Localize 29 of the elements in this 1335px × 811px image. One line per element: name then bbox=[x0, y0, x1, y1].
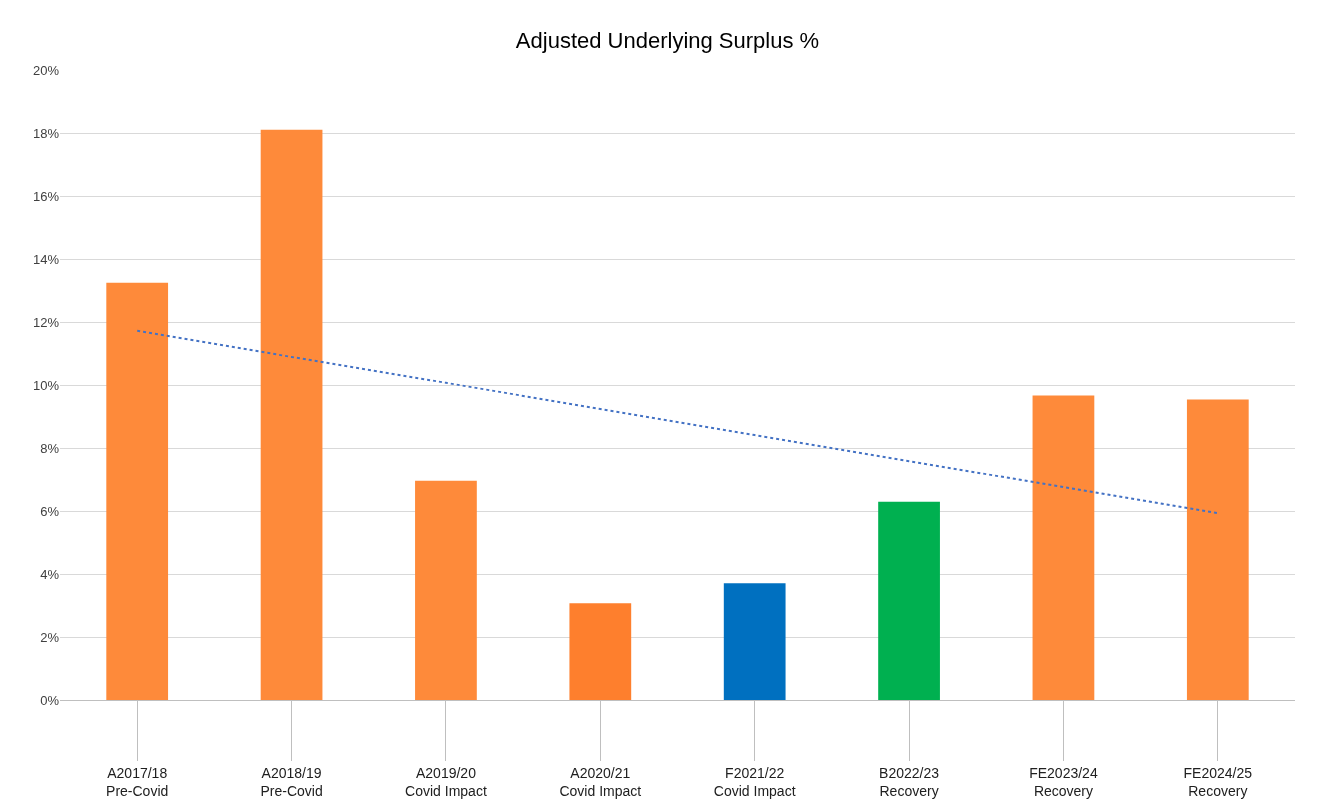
y-tick-label: 20% bbox=[32, 62, 60, 78]
y-tick-label: 16% bbox=[32, 188, 60, 204]
y-tick-label: 8% bbox=[40, 440, 60, 456]
y-tick-label: 6% bbox=[40, 503, 60, 519]
bar bbox=[1032, 395, 1095, 700]
x-tick-label: FE2024/25 Recovery bbox=[1183, 764, 1253, 799]
x-tick-label: FE2023/24 Recovery bbox=[1029, 764, 1098, 799]
x-tick-label: A2019/20 Covid Impact bbox=[405, 764, 487, 799]
y-tick-label: 4% bbox=[40, 566, 60, 582]
chart-title: Adjusted Underlying Surplus % bbox=[515, 27, 820, 53]
bar bbox=[260, 129, 323, 700]
x-tick-label: B2022/23 Recovery bbox=[879, 764, 940, 799]
x-tick-label: A2017/18 Pre-Covid bbox=[106, 764, 169, 799]
y-tick-label: 2% bbox=[40, 629, 60, 645]
bar bbox=[569, 603, 632, 700]
x-tick-label: A2020/21 Covid Impact bbox=[559, 764, 642, 799]
bar bbox=[1186, 399, 1249, 700]
bar bbox=[878, 501, 940, 700]
bar bbox=[415, 480, 477, 700]
y-tick-label: 0% bbox=[40, 692, 60, 708]
y-tick-label: 10% bbox=[32, 377, 60, 393]
y-tick-label: 14% bbox=[32, 251, 60, 267]
bar bbox=[106, 282, 169, 700]
y-tick-label: 12% bbox=[32, 314, 60, 330]
x-tick-label: F2021/22 Covid Impact bbox=[713, 764, 796, 799]
y-tick-label: 18% bbox=[32, 125, 60, 141]
line-series bbox=[136, 329, 1219, 515]
bar bbox=[723, 583, 786, 700]
x-tick-label: A2018/19 Pre-Covid bbox=[260, 764, 323, 799]
